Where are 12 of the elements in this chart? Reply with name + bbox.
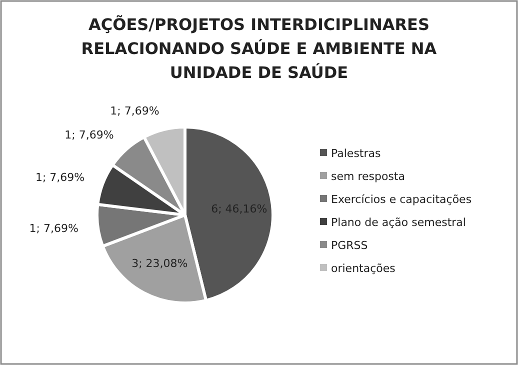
legend-label: orientações xyxy=(331,262,396,275)
legend-label: Exercícios e capacitações xyxy=(331,192,472,206)
legend-label: Plano de ação semestral xyxy=(331,216,466,229)
data-label: 3; 23,08% xyxy=(132,257,188,270)
legend-label: Palestras xyxy=(331,146,382,160)
legend-label: sem resposta xyxy=(331,170,405,183)
legend-label: PGRSS xyxy=(331,238,368,252)
data-label: 1; 7,69% xyxy=(35,170,85,184)
chart-title: AÇÕES/PROJETOS INTERDICIPLINARES RELACIONANDO SAÚDE E AMBIENTE NA UNIDADE DE SAÚDE xyxy=(81,15,438,82)
data-label: 1; 7,69% xyxy=(29,222,78,235)
data-label: 1; 7,69% xyxy=(64,128,114,142)
data-label: 1; 7,69% xyxy=(110,104,160,118)
